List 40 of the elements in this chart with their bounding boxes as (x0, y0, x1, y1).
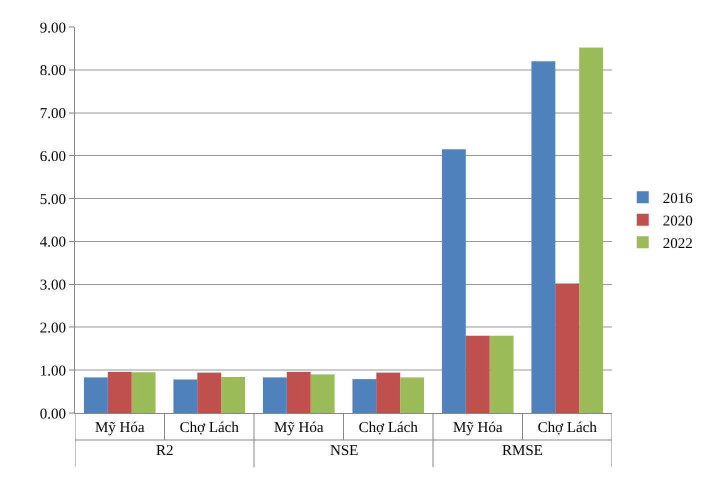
x-tick-label: Mỹ Hóa (274, 420, 324, 436)
y-tick-label: 1.00 (40, 363, 66, 380)
bar (262, 377, 287, 413)
bar (132, 372, 156, 413)
text: R2 (156, 443, 174, 459)
bar (173, 380, 198, 413)
y-tick-label: 8.00 (40, 63, 66, 80)
x-tick-label: Mỹ Hóa (94, 420, 145, 436)
bar (84, 377, 108, 413)
y-tick-label: 2.00 (40, 320, 66, 336)
bar (310, 374, 335, 413)
y-tick-label: 6.00 (40, 148, 66, 165)
bar (442, 149, 466, 413)
bar (466, 336, 490, 413)
bar (579, 48, 604, 413)
bar (221, 376, 246, 413)
bar (490, 336, 514, 413)
y-tick-label: 7.00 (40, 106, 66, 122)
text: NSE (330, 443, 358, 459)
y-tick-label: 9.00 (40, 20, 66, 36)
y-tick-label: 0.00 (40, 406, 66, 422)
bar (352, 379, 376, 413)
text: RMSE (502, 443, 543, 459)
x-tick-label: Mỹ Hóa (452, 420, 503, 436)
bar (197, 372, 222, 413)
y-tick-label: 5.00 (40, 192, 66, 208)
bar (108, 372, 132, 413)
x-tick-label: Chợ Lách (538, 420, 598, 436)
x-tick-label: Chợ Lách (358, 420, 418, 436)
bar (286, 372, 311, 413)
y-tick-label: 3.00 (40, 278, 66, 294)
bar (376, 372, 400, 413)
bar (555, 283, 580, 413)
x-tick-label: Chợ Lách (180, 420, 240, 436)
legend-label: 2016 (662, 191, 694, 208)
bar (531, 61, 556, 413)
legend-label: 2022 (662, 236, 693, 252)
bar (400, 377, 424, 413)
legend-label: 2020 (662, 214, 693, 230)
y-tick-label: 4.00 (40, 234, 66, 251)
